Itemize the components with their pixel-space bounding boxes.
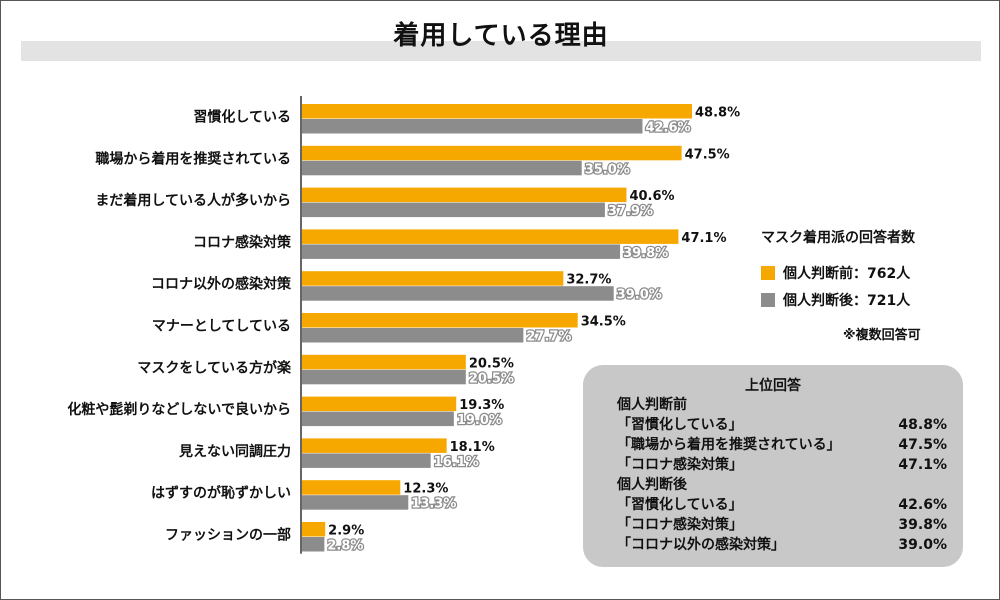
category-label: まだ着用している人が多いから (95, 192, 291, 209)
summary-item: 「コロナ以外の感染対策」 (617, 537, 785, 553)
data-label-before: 34.5% (581, 315, 626, 330)
summary-row: 「コロナ感染対策」 39.8% (617, 515, 947, 535)
bar-after (302, 202, 605, 218)
data-label-before: 47.1% (681, 231, 726, 246)
summary-group-after: 個人判断後 「習慣化している」 42.6% 「コロナ感染対策」 39.8% 「コ… (617, 475, 947, 555)
summary-value: 39.8% (898, 517, 947, 533)
summary-item: 「職場から着用を推奨されている」 (617, 437, 841, 453)
legend-label-before: 個人判断前：762人 (783, 265, 911, 282)
summary-value: 48.8% (898, 417, 947, 433)
data-label-after: 39.8% (623, 246, 668, 261)
bar-before (302, 396, 457, 412)
legend-label-after: 個人判断後：721人 (783, 292, 911, 309)
category-label: マスクをしている方が楽 (137, 359, 292, 376)
summary-value: 47.1% (898, 457, 947, 473)
legend-item-after: 個人判断後：721人 (761, 286, 991, 313)
bar-before (302, 354, 466, 370)
bar-after (302, 537, 325, 552)
bar-after (302, 244, 621, 259)
data-label-after: 19.0% (457, 413, 502, 428)
bar-after (302, 411, 454, 427)
legend-swatch-before (761, 265, 775, 280)
bar-before (302, 229, 679, 244)
legend: マスク着用派の回答者数 個人判断前：762人 個人判断後：721人 ※複数回答可 (761, 227, 991, 343)
summary-item: 「コロナ感染対策」 (617, 517, 743, 533)
summary-box: 上位回答 個人判断前 「習慣化している」 48.8% 「職場から着用を推奨されて… (583, 365, 963, 567)
summary-row: 「職場から着用を推奨されている」 47.5% (617, 435, 947, 455)
summary-item: 「習慣化している」 (617, 497, 743, 513)
summary-row: 「習慣化している」 48.8% (617, 415, 947, 435)
data-label-after: 35.0% (585, 162, 630, 177)
chart-title: 着用している理由 (393, 21, 609, 51)
data-label-after: 42.6% (645, 121, 690, 136)
summary-group-label: 個人判断後 (617, 477, 687, 493)
data-label-after: 27.7% (526, 330, 571, 345)
data-label-before: 20.5% (469, 356, 514, 371)
data-label-before: 48.8% (695, 106, 740, 121)
data-label-after: 37.9% (608, 204, 653, 219)
data-label-before: 18.1% (450, 440, 495, 455)
bar-before (302, 522, 326, 537)
bar-before (302, 145, 682, 161)
category-label: マナーとしてしている (152, 319, 291, 335)
legend-swatch-after (761, 292, 775, 307)
bar-after (302, 453, 431, 468)
summary-value: 39.0% (898, 537, 947, 553)
summary-item: 「習慣化している」 (617, 417, 743, 433)
bar-after (302, 369, 466, 385)
data-label-after: 39.0% (617, 288, 662, 303)
data-label-before: 12.3% (403, 482, 448, 497)
bar-before (302, 187, 627, 203)
summary-title: 上位回答 (745, 378, 801, 394)
category-label: はずすのが恥ずかしい (151, 485, 291, 502)
summary-row: 「コロナ以外の感染対策」 39.0% (617, 535, 947, 555)
bar-after (302, 119, 643, 134)
data-label-after: 2.8% (327, 539, 363, 554)
data-label-before: 32.7% (566, 273, 611, 288)
bar-after (302, 495, 409, 510)
data-label-before: 40.6% (629, 189, 674, 204)
legend-item-before: 個人判断前：762人 (761, 259, 991, 286)
category-label: コロナ以外の感染対策 (151, 276, 292, 293)
data-label-before: 47.5% (685, 147, 730, 162)
data-label-before: 19.3% (459, 398, 504, 413)
summary-item: 「コロナ感染対策」 (617, 457, 743, 473)
bar-after (302, 286, 614, 301)
bar-before (302, 313, 578, 328)
data-label-after: 13.3% (411, 497, 456, 512)
data-label-after: 20.5% (469, 371, 514, 386)
bar-after (302, 328, 524, 343)
summary-value: 47.5% (898, 437, 947, 453)
legend-note: ※複数回答可 (843, 328, 921, 343)
bar-before (302, 104, 692, 119)
category-label: 化粧や髭剃りなどしないで良いから (67, 401, 291, 418)
summary-group-label: 個人判断前 (617, 397, 687, 413)
category-label: ファッションの一部 (165, 527, 291, 544)
summary-value: 42.6% (898, 497, 947, 513)
bar-before (302, 438, 447, 453)
legend-title: マスク着用派の回答者数 (761, 230, 915, 246)
summary-row: 「習慣化している」 42.6% (617, 495, 947, 515)
summary-row: 「コロナ感染対策」 47.1% (617, 455, 947, 475)
data-label-before: 2.9% (328, 524, 364, 539)
title-band (21, 41, 981, 61)
bar-before (302, 271, 564, 286)
bar-before (302, 480, 401, 495)
data-label-after: 16.1% (434, 455, 479, 470)
category-label: 職場から着用を推奨されている (95, 150, 291, 167)
bar-after (302, 160, 582, 176)
category-label: 習慣化している (193, 109, 291, 126)
category-label: コロナ感染対策 (193, 234, 292, 251)
category-label: 見えない同調圧力 (178, 443, 291, 460)
summary-group-before: 個人判断前 「習慣化している」 48.8% 「職場から着用を推奨されている」 4… (617, 395, 947, 475)
